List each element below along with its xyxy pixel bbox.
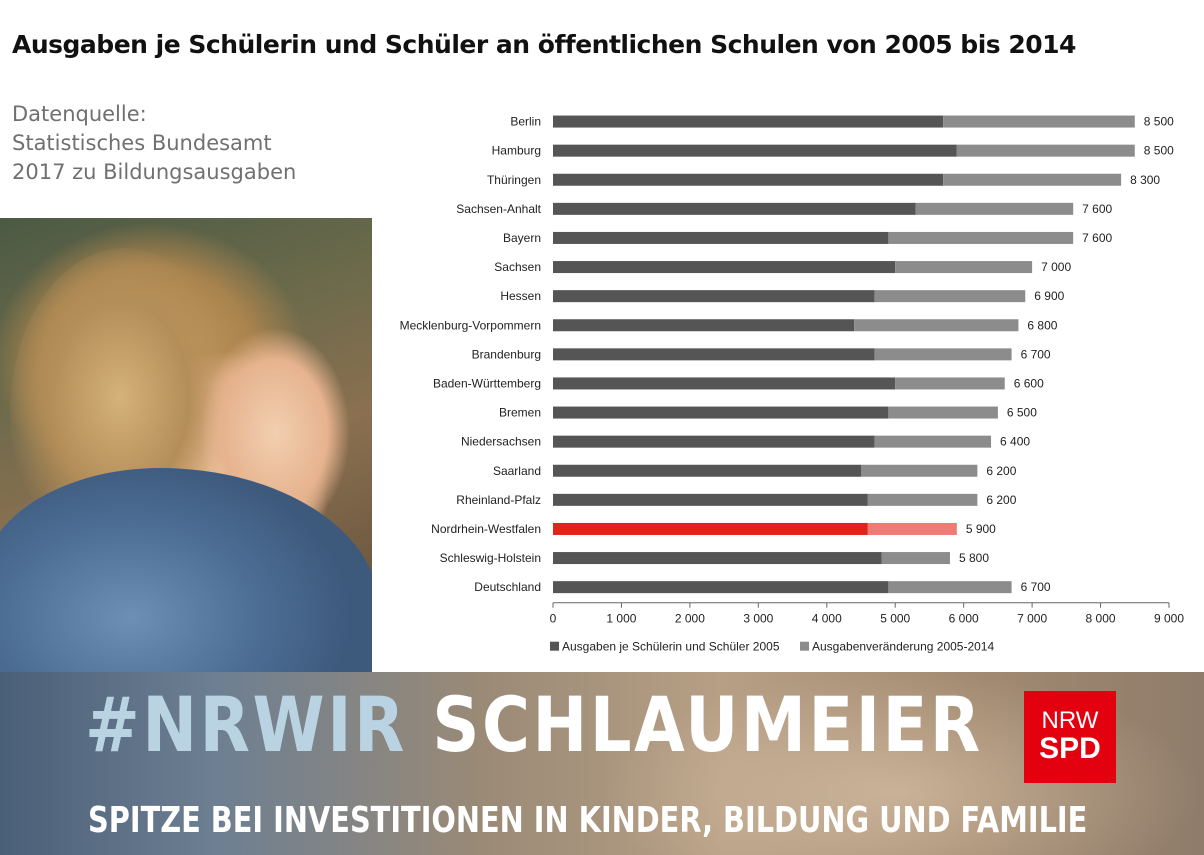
campaign-hashtag: #NRWIR SCHLAUMEIER	[85, 680, 983, 769]
category-label-saarland: Saarland	[493, 464, 541, 478]
bar-change-hessen	[874, 290, 1026, 303]
x-tick-label-5000: 5 000	[880, 612, 910, 626]
bar-2005-hamburg	[553, 144, 957, 157]
bar-change-niedersachsen	[874, 435, 992, 448]
campaign-slogan: SPITZE BEI INVESTITIONEN IN KINDER, BILD…	[88, 800, 1088, 841]
legend-label-1: Ausgaben je Schülerin und Schüler 2005	[562, 640, 780, 654]
total-label-hessen: 6 900	[1034, 289, 1064, 303]
category-label-berlin: Berlin	[510, 115, 541, 129]
bar-2005-baden-wuerttemberg	[553, 377, 896, 390]
nrw-spd-logo: NRW SPD	[1024, 691, 1116, 783]
category-label-bremen: Bremen	[499, 406, 541, 420]
x-tick-label-0: 0	[550, 612, 557, 626]
hashtag-part-nrwir: #NRWIR	[85, 680, 408, 769]
total-label-niedersachsen: 6 400	[1000, 435, 1030, 449]
bar-2005-sachsen	[553, 261, 896, 274]
bar-2005-niedersachsen	[553, 435, 875, 448]
bar-change-rheinland-pfalz	[867, 493, 978, 506]
logo-text-nrw: NRW	[1041, 707, 1099, 734]
bar-change-mecklenburg-vorpommern	[854, 319, 1019, 332]
x-tick-label-4000: 4 000	[812, 612, 842, 626]
bar-change-deutschland	[888, 581, 1012, 594]
child-photo	[0, 218, 372, 678]
bar-change-nordrhein-westfalen	[867, 522, 957, 535]
total-label-bayern: 7 600	[1082, 231, 1112, 245]
category-label-nordrhein-westfalen: Nordrhein-Westfalen	[431, 522, 541, 536]
bar-2005-schleswig-holstein	[553, 552, 882, 565]
bar-change-baden-wuerttemberg	[895, 377, 1005, 390]
bar-2005-berlin	[553, 115, 944, 128]
total-label-brandenburg: 6 700	[1021, 347, 1051, 361]
legend-label-2: Ausgabenveränderung 2005-2014	[812, 640, 994, 654]
legend-swatch-1	[550, 641, 559, 651]
campaign-banner	[0, 672, 1204, 855]
bar-change-sachsen	[895, 261, 1033, 274]
x-tick-label-7000: 7 000	[1017, 612, 1047, 626]
x-tick-label-6000: 6 000	[949, 612, 979, 626]
bar-2005-sachsen-anhalt	[553, 202, 916, 215]
category-label-bayern: Bayern	[503, 231, 541, 245]
bar-change-thueringen	[943, 173, 1122, 186]
category-label-deutschland: Deutschland	[474, 580, 541, 594]
source-line-2: Statistisches Bundesamt	[12, 131, 272, 155]
total-label-nordrhein-westfalen: 5 900	[966, 522, 996, 536]
bar-2005-brandenburg	[553, 348, 875, 361]
x-tick-label-3000: 3 000	[743, 612, 773, 626]
category-label-hamburg: Hamburg	[492, 144, 541, 158]
x-tick-label-2000: 2 000	[675, 612, 705, 626]
bar-change-berlin	[943, 115, 1135, 128]
source-line-3: 2017 zu Bildungsausgaben	[12, 160, 297, 184]
category-label-sachsen-anhalt: Sachsen-Anhalt	[456, 202, 541, 216]
total-label-thueringen: 8 300	[1130, 173, 1160, 187]
total-label-sachsen: 7 000	[1041, 260, 1071, 274]
hashtag-part-schlaumeier: SCHLAUMEIER	[432, 680, 983, 769]
bar-change-saarland	[861, 464, 978, 477]
bar-2005-deutschland	[553, 581, 889, 594]
bar-2005-mecklenburg-vorpommern	[553, 319, 855, 332]
category-label-hessen: Hessen	[500, 289, 541, 303]
x-tick-label-9000: 9 000	[1154, 612, 1184, 626]
category-label-sachsen: Sachsen	[494, 260, 541, 274]
bar-chart: Berlin 8 500 Hamburg 8 500 Thüringen 8 300 Sac…	[400, 115, 1185, 654]
total-label-sachsen-anhalt: 7 600	[1082, 202, 1112, 216]
category-label-baden-wuerttemberg: Baden-Württemberg	[433, 376, 541, 390]
bar-change-brandenburg	[874, 348, 1012, 361]
category-label-brandenburg: Brandenburg	[472, 347, 541, 361]
banner-background-glow	[0, 672, 1204, 855]
bar-2005-bremen	[553, 406, 889, 419]
bar-2005-bayern	[553, 231, 889, 244]
total-label-deutschland: 6 700	[1021, 580, 1051, 594]
legend-swatch-2	[800, 641, 809, 651]
bar-2005-nordrhein-westfalen	[553, 522, 868, 535]
bar-2005-thueringen	[553, 173, 944, 186]
category-label-rheinland-pfalz: Rheinland-Pfalz	[456, 493, 541, 507]
category-label-thueringen: Thüringen	[487, 173, 541, 187]
bar-2005-rheinland-pfalz	[553, 493, 868, 506]
total-label-bremen: 6 500	[1007, 406, 1037, 420]
page-title: Ausgaben je Schülerin und Schüler an öff…	[12, 30, 1076, 59]
total-label-rheinland-pfalz: 6 200	[986, 493, 1016, 507]
category-label-niedersachsen: Niedersachsen	[461, 435, 541, 449]
bar-change-bayern	[888, 231, 1074, 244]
bar-change-bremen	[888, 406, 998, 419]
total-label-saarland: 6 200	[986, 464, 1016, 478]
data-source-note: Datenquelle: Statistisches Bundesamt 201…	[12, 100, 372, 187]
total-label-baden-wuerttemberg: 6 600	[1014, 376, 1044, 390]
x-tick-label-8000: 8 000	[1086, 612, 1116, 626]
logo-text-spd: SPD	[1039, 732, 1101, 765]
bar-2005-hessen	[553, 290, 875, 303]
total-label-hamburg: 8 500	[1144, 144, 1174, 158]
total-label-mecklenburg-vorpommern: 6 800	[1027, 318, 1057, 332]
category-label-schleswig-holstein: Schleswig-Holstein	[440, 551, 541, 565]
bar-change-sachsen-anhalt	[915, 202, 1074, 215]
source-line-1: Datenquelle:	[12, 102, 147, 126]
bar-change-schleswig-holstein	[881, 552, 950, 565]
category-label-mecklenburg-vorpommern: Mecklenburg-Vorpommern	[400, 318, 541, 332]
total-label-schleswig-holstein: 5 800	[959, 551, 989, 565]
total-label-berlin: 8 500	[1144, 115, 1174, 129]
bar-change-hamburg	[956, 144, 1135, 157]
bar-2005-saarland	[553, 464, 861, 477]
x-tick-label-1000: 1 000	[606, 612, 636, 626]
